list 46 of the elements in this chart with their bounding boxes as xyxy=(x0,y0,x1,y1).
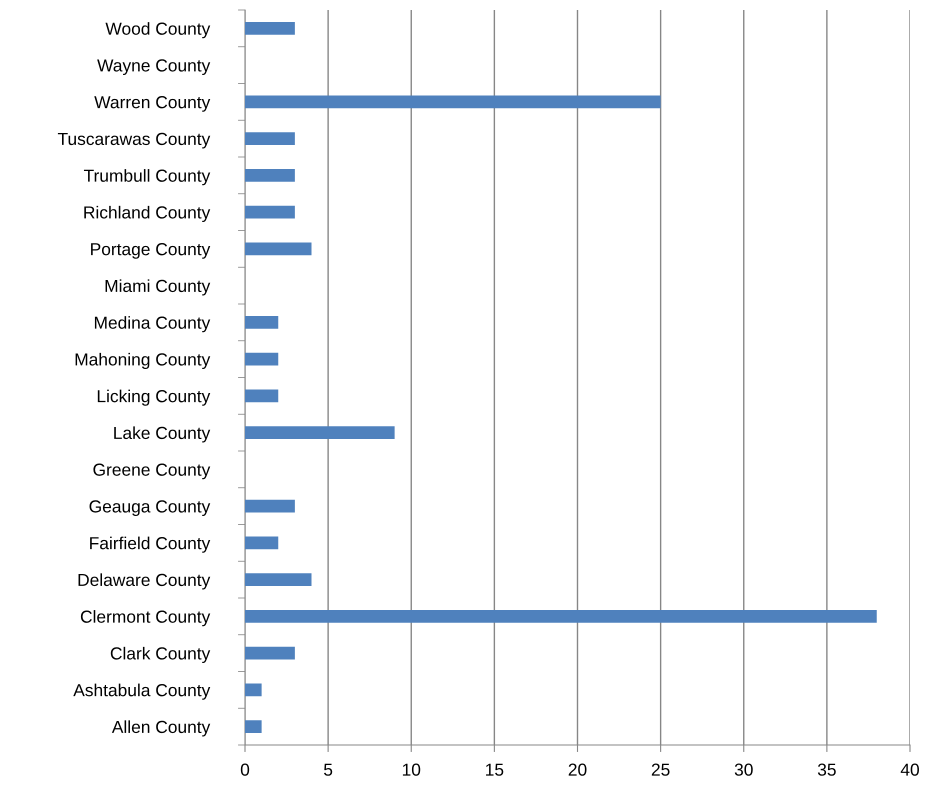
y-tick-label: Geauga County xyxy=(90,500,210,516)
bar xyxy=(245,168,295,182)
x-tick-label: 25 xyxy=(652,764,670,776)
y-tick-label: Greene County xyxy=(93,464,210,480)
bar xyxy=(245,132,295,146)
y-tick-label: Portage County xyxy=(91,243,210,259)
bar xyxy=(245,610,877,623)
y-tick-label: Tuscarawas County xyxy=(58,132,210,149)
y-tick-label: Mahoning County xyxy=(76,352,210,370)
x-tick-label: 5 xyxy=(324,764,332,776)
bar xyxy=(245,22,295,35)
bar xyxy=(245,536,278,550)
bar xyxy=(245,95,661,108)
bar xyxy=(245,573,312,586)
y-tick-label: Licking County xyxy=(98,390,210,406)
y-tick-label: Lake County xyxy=(114,426,210,443)
bar xyxy=(245,720,262,734)
bar xyxy=(245,352,278,366)
x-tick-label: 10 xyxy=(402,764,420,776)
y-tick-label: Clermont County xyxy=(80,610,210,626)
bar xyxy=(245,389,278,402)
bar xyxy=(245,426,395,440)
y-tick-label: Warren County xyxy=(94,96,210,112)
x-tick-label: 15 xyxy=(486,764,504,776)
y-tick-label: Allen County xyxy=(112,720,210,737)
bar xyxy=(245,206,295,219)
y-tick-label: Richland County xyxy=(84,206,210,222)
x-tick-label: 40 xyxy=(900,764,919,776)
y-tick-label: Ashtabula County xyxy=(73,684,210,700)
bar xyxy=(245,242,312,256)
x-tick-label: 35 xyxy=(818,764,836,776)
x-tick-label: 20 xyxy=(568,764,586,776)
bar xyxy=(245,646,295,660)
y-tick-label: Clark County xyxy=(110,646,210,664)
x-tick-label: 30 xyxy=(734,764,753,776)
y-tick-label: Medina County xyxy=(94,316,210,332)
y-tick-label: Fairfield County xyxy=(90,536,210,553)
bar xyxy=(245,683,262,696)
y-tick-label: Wayne County xyxy=(97,59,210,76)
y-tick-label: Wood County xyxy=(105,22,210,38)
bar xyxy=(245,316,278,329)
y-tick-label: Trumbull County xyxy=(84,169,210,186)
x-tick-label: 0 xyxy=(240,764,250,776)
y-tick-label: Delaware County xyxy=(78,573,210,590)
y-tick-label: Miami County xyxy=(106,279,210,296)
bar xyxy=(245,500,295,513)
